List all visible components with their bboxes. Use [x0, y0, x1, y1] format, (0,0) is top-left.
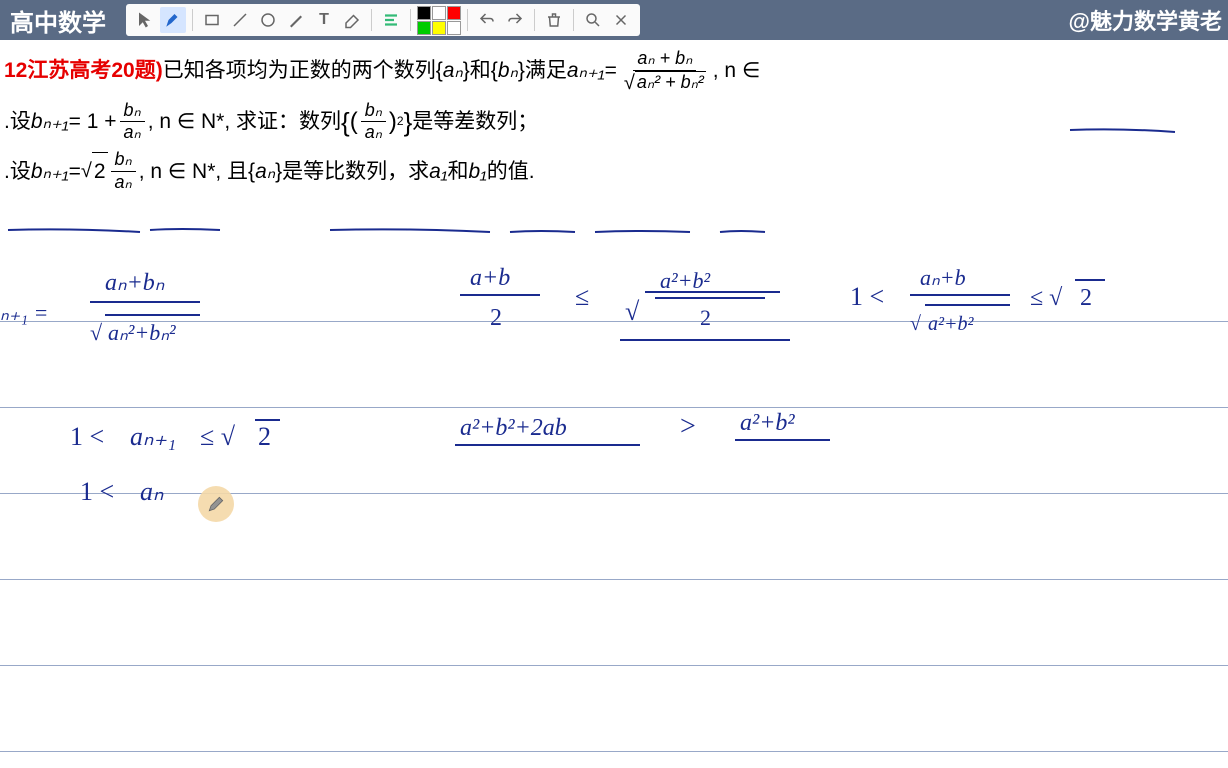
line-tool[interactable]	[227, 7, 253, 33]
tool-panel: T	[126, 4, 640, 36]
close-button[interactable]	[608, 7, 634, 33]
title-right: @魅力数学黄老	[1069, 4, 1222, 36]
pointer-tool[interactable]	[132, 7, 158, 33]
pen2-tool[interactable]	[283, 7, 309, 33]
title-left: 高中数学	[0, 3, 116, 38]
top-toolbar: 高中数学 T	[0, 0, 1228, 40]
zoom-button[interactable]	[580, 7, 606, 33]
problem-tag: 12江苏高考20题)	[4, 52, 163, 90]
align-tool[interactable]	[378, 7, 404, 33]
rectangle-tool[interactable]	[199, 7, 225, 33]
color-palette[interactable]	[417, 6, 461, 35]
eraser-tool[interactable]	[339, 7, 365, 33]
circle-tool[interactable]	[255, 7, 281, 33]
pen-cursor	[198, 486, 234, 522]
problem-text: 12江苏高考20题) 已知各项均为正数的两个数列{ aₙ }和{ bₙ }满足 …	[0, 40, 1228, 194]
canvas-area[interactable]: 12江苏高考20题) 已知各项均为正数的两个数列{ aₙ }和{ bₙ }满足 …	[0, 40, 1228, 768]
pen-tool[interactable]	[160, 7, 186, 33]
ruled-lines	[0, 236, 1228, 768]
text-tool[interactable]: T	[311, 7, 337, 33]
undo-button[interactable]	[474, 7, 500, 33]
trash-button[interactable]	[541, 7, 567, 33]
redo-button[interactable]	[502, 7, 528, 33]
